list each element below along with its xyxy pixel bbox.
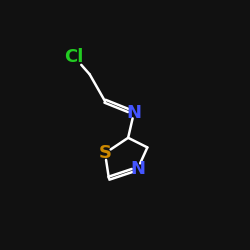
Text: N: N [130,160,145,178]
Text: N: N [126,104,142,122]
Text: S: S [98,144,112,162]
Text: Cl: Cl [64,48,84,66]
